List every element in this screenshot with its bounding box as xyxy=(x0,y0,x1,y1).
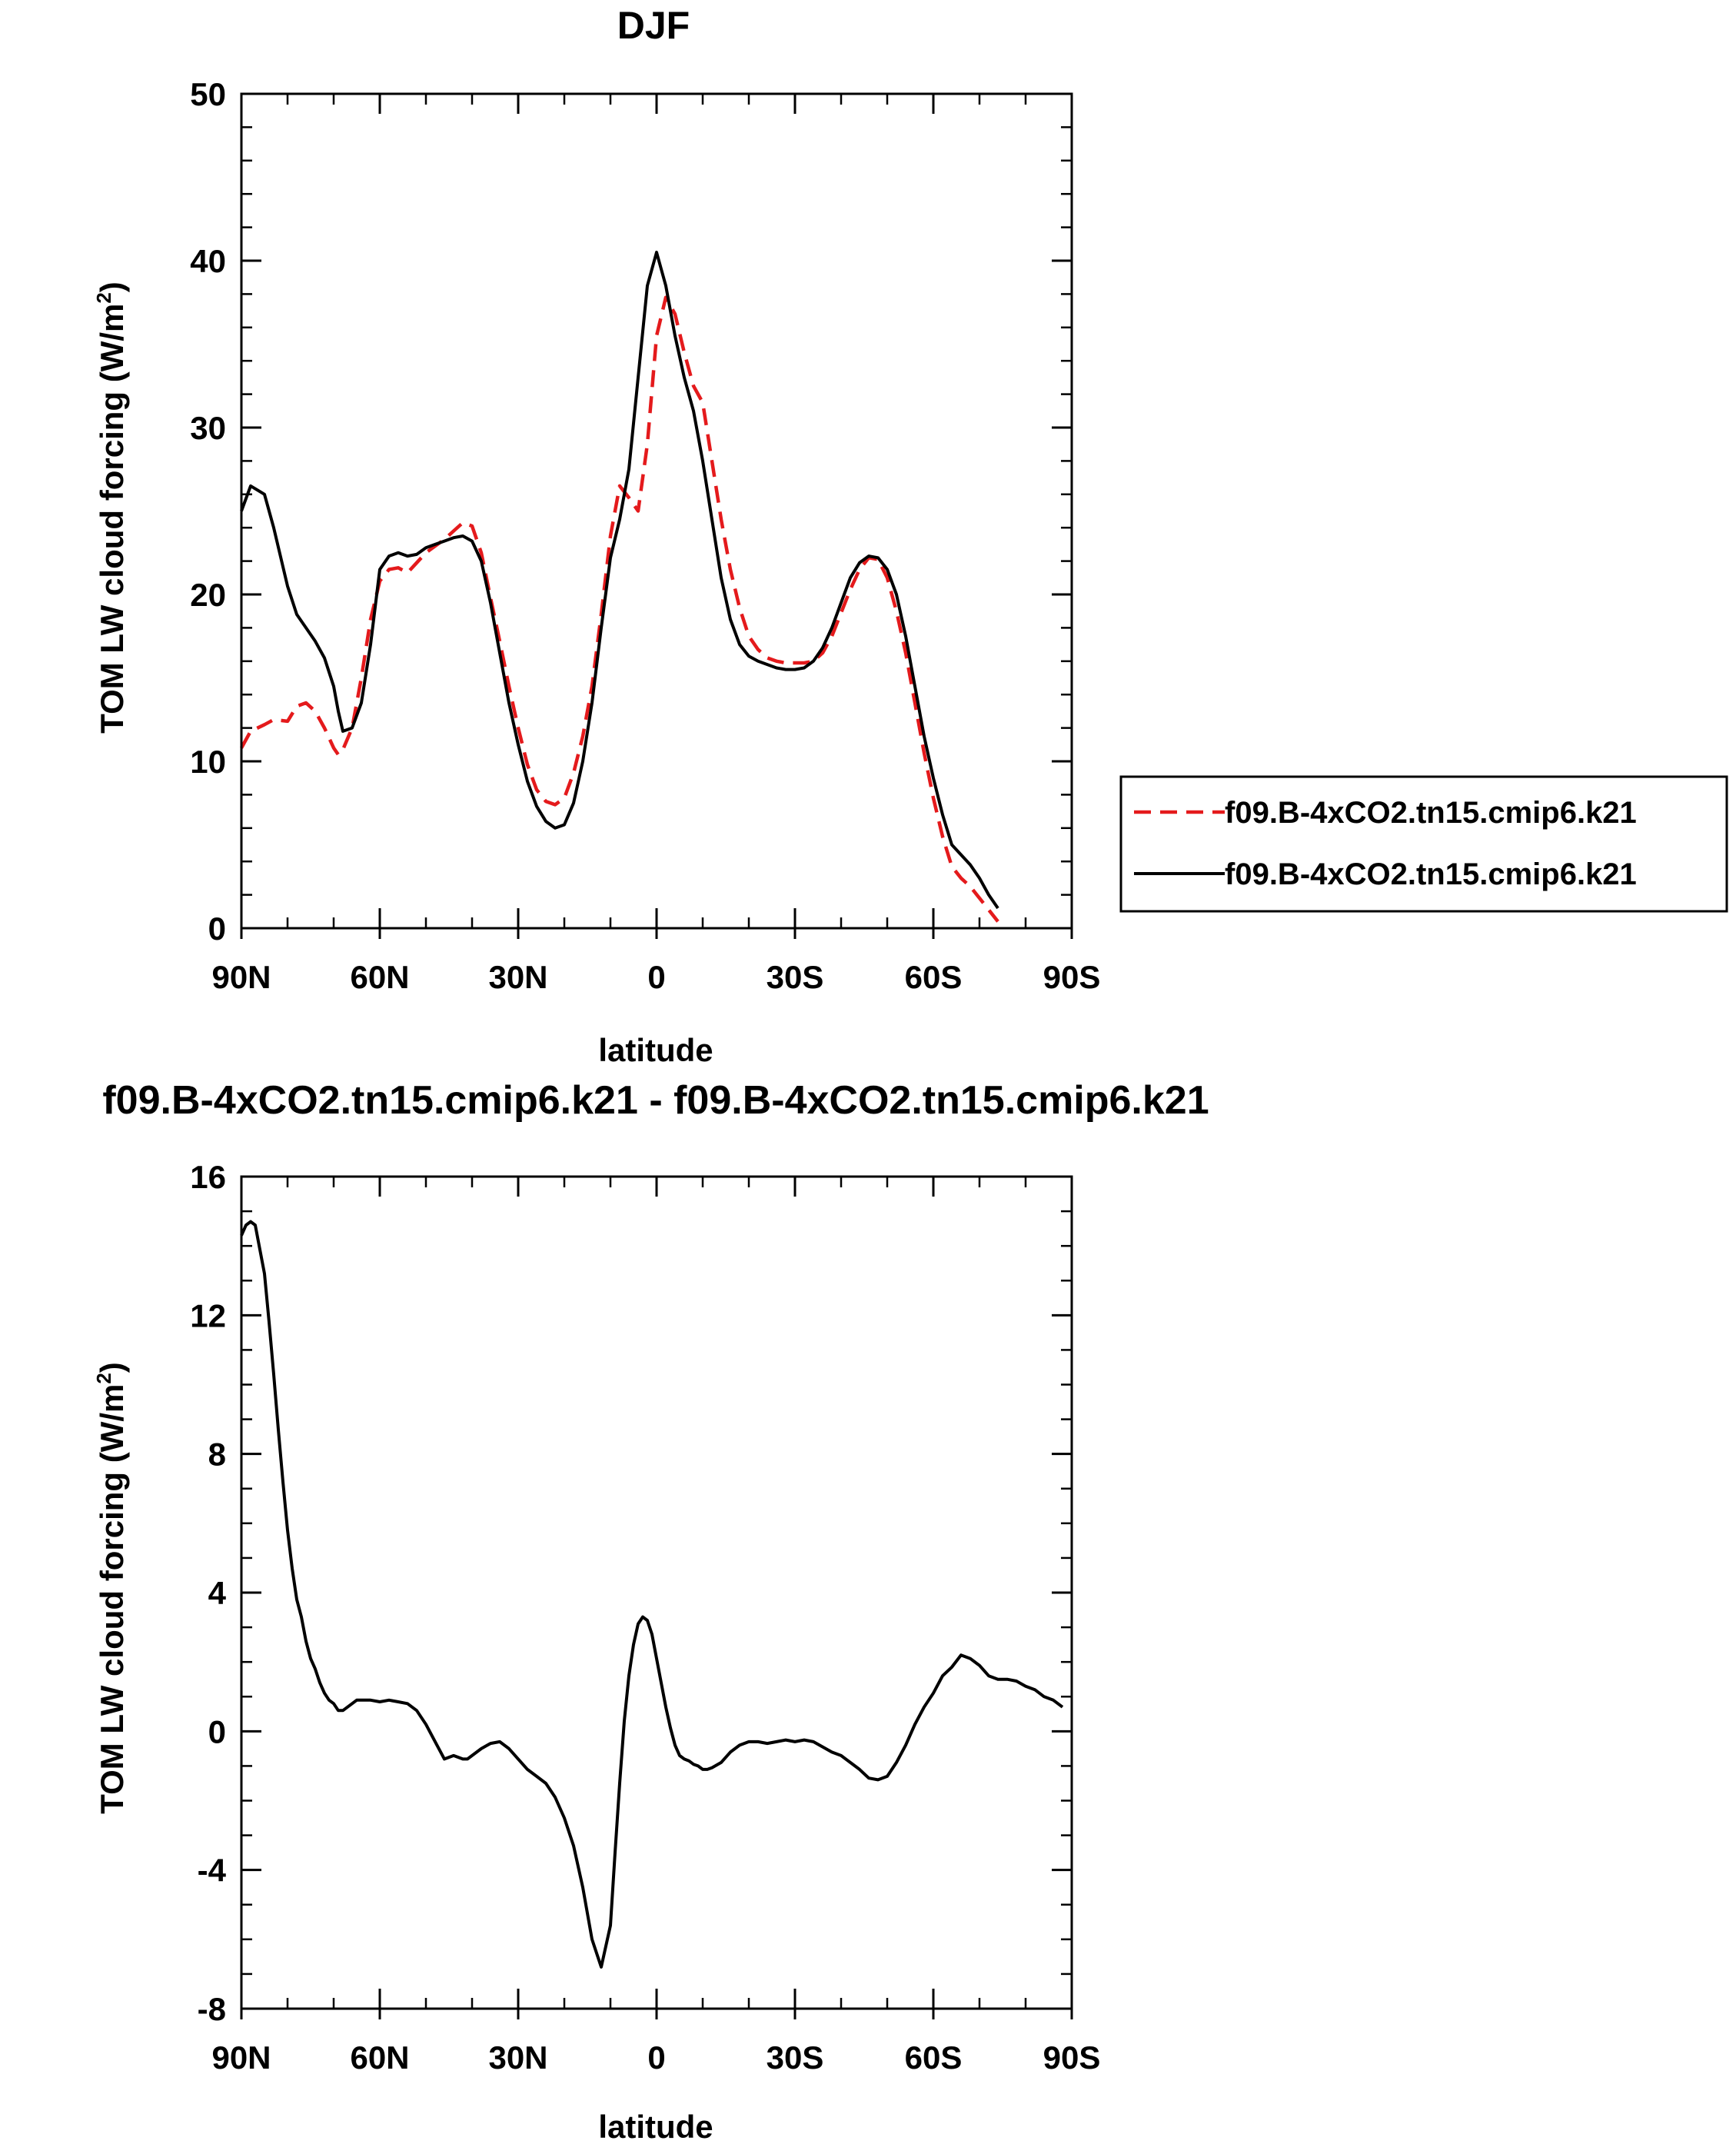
y-axis-label-superscript: 2 xyxy=(92,292,115,303)
x-tick-label: 60S xyxy=(905,959,963,995)
series-line-dashed xyxy=(240,295,999,923)
y-axis-label: TOM LW cloud forcing (W/m2) xyxy=(92,281,130,734)
y-tick-label: 0 xyxy=(208,1713,226,1749)
plot-frame xyxy=(240,92,1073,930)
y-axis-label-end: ) xyxy=(94,1362,130,1373)
x-tick-label: 90S xyxy=(1043,959,1101,995)
legend-box xyxy=(1119,775,1728,913)
x-tick-label: 30S xyxy=(767,959,824,995)
y-tick-labels: -8 -4 0 4 8 12 16 xyxy=(190,1159,226,2027)
x-axis-label: latitude xyxy=(598,1032,713,1068)
x-tick-label: 60N xyxy=(350,2039,409,2076)
legend: f09.B-4xCO2.tn15.cmip6.k21 f09.B-4xCO2.t… xyxy=(1119,775,1728,913)
x-tick-label: 0 xyxy=(647,2039,665,2076)
y-tick-label: 30 xyxy=(190,410,226,446)
x-tick-label: 30N xyxy=(488,2039,547,2076)
y-tick-label: 50 xyxy=(190,76,226,112)
plot-lines xyxy=(240,251,999,923)
y-tick-label: -8 xyxy=(198,1991,226,2027)
chart-title: f09.B-4xCO2.tn15.cmip6.k21 - f09.B-4xCO2… xyxy=(102,1078,1209,1123)
x-tick-label: 90S xyxy=(1043,2039,1101,2076)
y-tick-label: 8 xyxy=(208,1437,226,1473)
x-tick-label: 90N xyxy=(211,959,271,995)
plot-lines xyxy=(240,1220,1064,1969)
y-tick-label: -4 xyxy=(198,1853,227,1889)
y-tick-label: 0 xyxy=(208,911,226,947)
y-tick-label: 4 xyxy=(208,1575,227,1611)
x-tick-label: 60N xyxy=(350,959,409,995)
tick-marks xyxy=(240,1175,1073,2019)
legend-label-1: f09.B-4xCO2.tn15.cmip6.k21 xyxy=(1225,796,1637,830)
x-tick-label: 30N xyxy=(488,959,547,995)
y-axis-label-end: ) xyxy=(94,281,130,292)
y-axis-label-superscript: 2 xyxy=(92,1373,115,1383)
y-axis-label-text: TOM LW cloud forcing (W/m xyxy=(94,304,130,734)
y-axis-label: TOM LW cloud forcing (W/m2) xyxy=(92,1362,130,1814)
y-tick-labels: 0 10 20 30 40 50 xyxy=(190,76,226,947)
plot-frame xyxy=(240,1175,1073,2010)
x-tick-label: 0 xyxy=(647,959,665,995)
y-tick-label: 16 xyxy=(190,1159,226,1195)
legend-label-2: f09.B-4xCO2.tn15.cmip6.k21 xyxy=(1225,857,1637,891)
series-line-solid xyxy=(240,251,999,910)
chart-title: DJF xyxy=(617,4,690,47)
chart-top: DJF 0 10 20 30 40 50 90N 60N 30N 0 30S 60S 90S lati… xyxy=(92,4,1728,1068)
y-tick-label: 12 xyxy=(190,1297,226,1333)
y-tick-label: 10 xyxy=(190,744,226,780)
x-axis-label: latitude xyxy=(598,2109,713,2144)
x-tick-label: 90N xyxy=(211,2039,271,2076)
x-tick-labels: 90N 60N 30N 0 30S 60S 90S xyxy=(211,2039,1100,2076)
x-tick-label: 60S xyxy=(905,2039,963,2076)
tick-marks xyxy=(240,92,1073,939)
series-line-solid xyxy=(240,1220,1064,1969)
x-tick-label: 30S xyxy=(767,2039,824,2076)
x-tick-labels: 90N 60N 30N 0 30S 60S 90S xyxy=(211,959,1100,995)
y-tick-label: 40 xyxy=(190,243,226,279)
y-axis-label-text: TOM LW cloud forcing (W/m xyxy=(94,1384,130,1814)
chart-bottom: f09.B-4xCO2.tn15.cmip6.k21 - f09.B-4xCO2… xyxy=(92,1078,1209,2144)
y-tick-label: 20 xyxy=(190,577,226,613)
